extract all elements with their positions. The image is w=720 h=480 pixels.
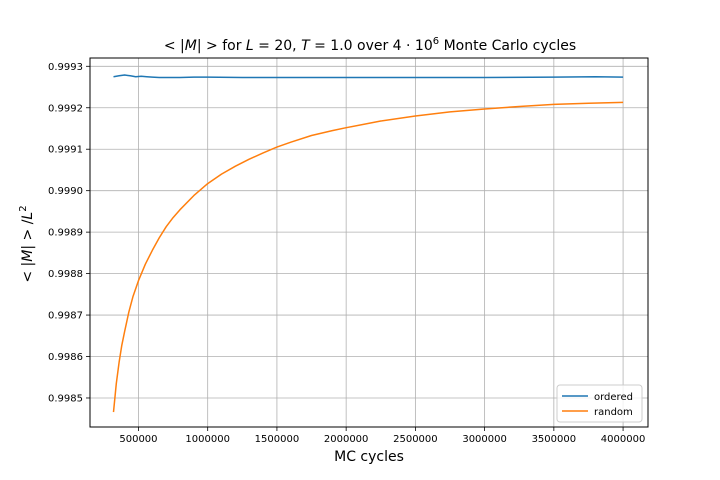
grid [90,58,648,427]
x-tick-label: 1000000 [185,434,230,445]
y-tick-label: 0.9990 [48,186,83,197]
x-tick-label: 3000000 [462,434,507,445]
x-axis-ticks: 500000 1000000 1500000 2000000 2500000 300000… [119,427,645,445]
series-layer [112,74,624,413]
x-tick-label: 2000000 [324,434,369,445]
x-tick-label: 4000000 [601,434,646,445]
x-tick-label: 1500000 [255,434,300,445]
legend-box [556,384,643,423]
x-axis-label: MC cycles [334,449,404,465]
y-tick-label: 0.9985 [48,393,83,404]
x-tick-label: 2500000 [393,434,438,445]
x-tick-label: 500000 [119,434,157,445]
y-tick-label: 0.9986 [48,352,83,363]
plot-frame [89,57,649,428]
series-line-ordered [113,74,624,79]
y-tick-label: 0.9991 [48,145,83,156]
y-axis-label: < |M| > /L2 [18,205,36,282]
legend-label-random: random [594,407,633,418]
y-tick-label: 0.9988 [48,269,83,280]
y-tick-label: 0.9989 [48,228,83,239]
chart-title: < |M| > for L = 20, T = 1.0 over 4 · 106… [164,36,576,54]
x-tick-label: 3500000 [532,434,577,445]
series-line-random [112,101,624,413]
y-axis-ticks: 0.9985 0.9986 0.9987 0.9988 0.9989 0.9990 0.99… [48,62,90,404]
y-tick-label: 0.9993 [48,62,83,73]
legend-label-ordered: ordered [594,392,633,403]
legend: ordered random [556,384,643,423]
y-tick-label: 0.9987 [48,311,83,322]
y-tick-label: 0.9992 [48,103,83,114]
